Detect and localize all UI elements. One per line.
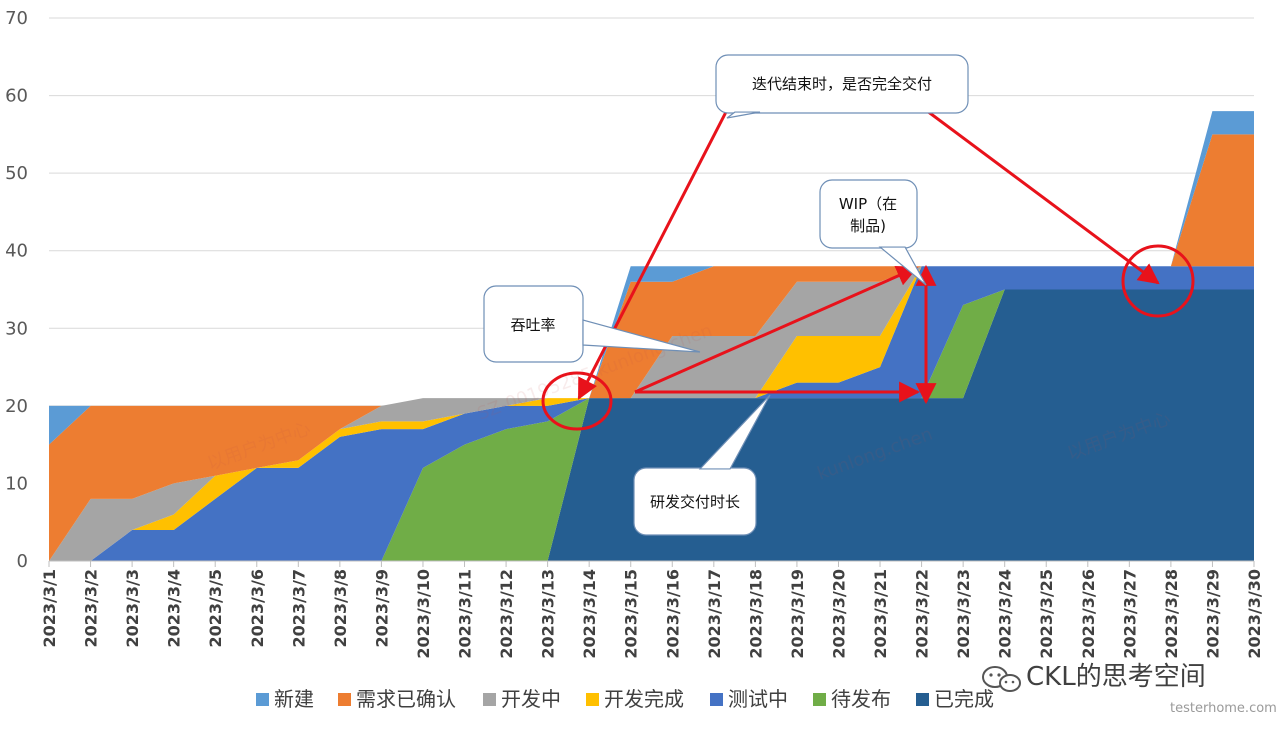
x-tick-label: 2023/3/26 <box>1079 569 1098 659</box>
x-tick-label: 2023/3/21 <box>871 569 890 659</box>
y-tick-label: 10 <box>5 473 28 494</box>
legend-swatch <box>813 693 826 706</box>
x-axis: 2023/3/1 2023/3/2 2023/3/3 2023/3/4 2023/3/5… <box>40 560 1264 659</box>
y-axis-ticks: 0 10 20 30 40 50 60 70 <box>5 8 28 572</box>
footer-brand: CKL的思考空间 testerhome.com <box>982 662 1277 716</box>
x-tick-label: 2023/3/11 <box>456 569 475 659</box>
callout-throughput-text: 吞吐率 <box>510 316 555 334</box>
site-text: testerhome.com <box>1170 701 1277 716</box>
legend-label: 需求已确认 <box>356 687 456 711</box>
x-tick-label: 2023/3/10 <box>414 569 433 659</box>
x-tick-label: 2023/3/27 <box>1120 569 1139 659</box>
x-tick-label: 2023/3/25 <box>1037 569 1056 659</box>
x-tick-label: 2023/3/15 <box>622 569 641 659</box>
legend-label: 开发完成 <box>604 687 684 711</box>
legend-swatch <box>916 693 929 706</box>
callout-throughput: 吞吐率 <box>483 285 701 363</box>
x-tick-label: 2023/3/17 <box>705 569 724 659</box>
callout-wip: WIP（在制品) <box>819 179 927 286</box>
legend-swatch <box>256 693 269 706</box>
legend-item: 新建 <box>256 687 314 711</box>
wechat-icon <box>982 666 1021 692</box>
legend-swatch <box>710 693 723 706</box>
x-tick-label: 2023/3/6 <box>248 569 267 647</box>
x-tick-label: 2023/3/4 <box>165 569 184 647</box>
x-tick-label: 2023/3/28 <box>1162 569 1181 659</box>
callout-wip-text: WIP（在 <box>839 195 897 213</box>
y-tick-label: 50 <box>5 163 28 184</box>
x-tick-label: 2023/3/8 <box>331 569 350 647</box>
legend-item: 需求已确认 <box>338 687 456 711</box>
x-tick-label: 2023/3/20 <box>829 569 848 659</box>
series-area <box>49 111 1254 445</box>
legend-label: 待发布 <box>831 687 891 711</box>
series-area <box>49 289 1254 561</box>
legend-swatch <box>338 693 351 706</box>
legend-label: 开发中 <box>501 687 561 711</box>
legend-item: 待发布 <box>813 687 891 711</box>
legend-label: 测试中 <box>728 687 788 711</box>
x-tick-label: 2023/3/24 <box>996 569 1015 659</box>
x-tick-label: 2023/3/5 <box>206 569 225 647</box>
legend-item: 已完成 <box>916 687 994 711</box>
red-arrow <box>577 109 729 400</box>
y-tick-label: 60 <box>5 86 28 107</box>
red-arrow <box>634 266 918 394</box>
callout-iteration-text: 迭代结束时，是否完全交付 <box>752 75 932 93</box>
series-area <box>49 266 1254 561</box>
highlight-circle <box>541 371 613 431</box>
x-tick-label: 2023/3/3 <box>123 569 142 647</box>
x-tick-label: 2023/3/12 <box>497 569 516 659</box>
x-tick-label: 2023/3/14 <box>580 569 599 659</box>
x-tick-label: 2023/3/22 <box>913 569 932 659</box>
callout-leadtime: 研发交付时长 <box>633 394 771 536</box>
x-tick-label: 2023/3/23 <box>954 569 973 659</box>
y-tick-label: 0 <box>17 551 28 572</box>
legend: 新建 需求已确认 开发中 开发完成 测试中 待发布 已完成 <box>256 687 994 711</box>
legend-swatch <box>586 693 599 706</box>
brand-text: CKL的思考空间 <box>1026 662 1206 692</box>
x-tick-label: 2023/3/2 <box>82 569 101 647</box>
series-area <box>49 289 1254 561</box>
legend-item: 开发中 <box>483 687 561 711</box>
y-tick-label: 30 <box>5 318 28 339</box>
x-tick-label: 2023/3/13 <box>539 569 558 659</box>
highlight-circle <box>1121 244 1195 318</box>
legend-label: 新建 <box>274 687 314 711</box>
x-tick-label: 2023/3/30 <box>1245 569 1264 659</box>
x-tick-label: 2023/3/1 <box>40 569 59 647</box>
callout-wip-text: 制品) <box>850 217 886 235</box>
legend-item: 测试中 <box>710 687 788 711</box>
x-tick-label: 2023/3/16 <box>663 569 682 659</box>
callout-leadtime-text: 研发交付时长 <box>650 493 740 511</box>
y-tick-label: 40 <box>5 241 28 262</box>
y-tick-label: 70 <box>5 8 28 29</box>
callout-iteration: 迭代结束时，是否完全交付 <box>715 54 969 119</box>
legend-item: 开发完成 <box>586 687 684 711</box>
legend-swatch <box>483 693 496 706</box>
y-tick-label: 20 <box>5 396 28 417</box>
x-tick-label: 2023/3/7 <box>289 569 308 647</box>
x-tick-label: 2023/3/19 <box>788 569 807 659</box>
red-arrow <box>914 100 1160 285</box>
x-tick-label: 2023/3/9 <box>372 569 391 647</box>
x-tick-label: 2023/3/29 <box>1203 569 1222 659</box>
x-tick-label: 2023/3/18 <box>746 569 765 659</box>
legend-label: 已完成 <box>934 687 994 711</box>
